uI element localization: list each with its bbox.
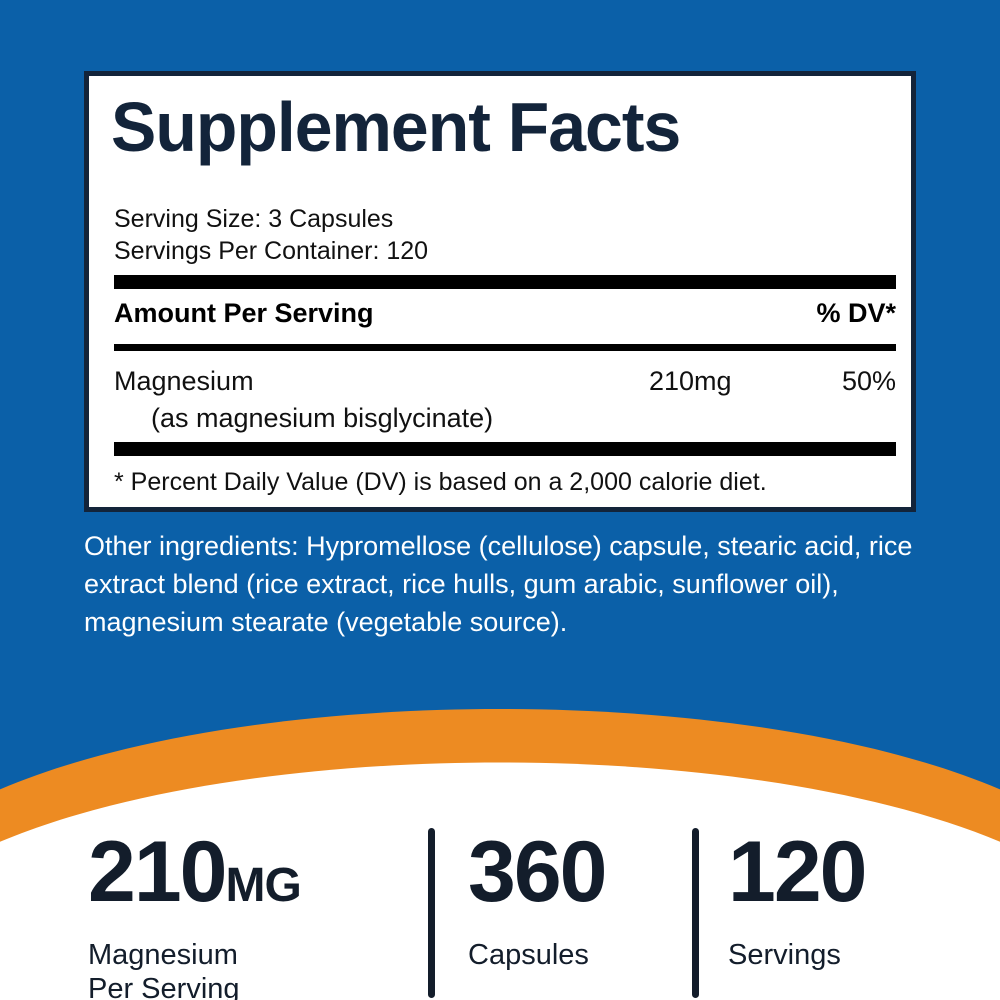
percent-dv-header: % DV* — [816, 298, 896, 328]
stat-magnesium-per-serving: 210MG Magnesium Per Serving — [88, 824, 302, 1000]
stat-label: Magnesium Per Serving — [88, 939, 240, 1000]
nutrient-daily-value: 50% — [841, 366, 896, 396]
stat-value: 120 — [728, 824, 867, 932]
other-ingredients-text: Other ingredients: Hypromellose (cellulo… — [84, 531, 913, 637]
table-row: Magnesium 210mg 50% — [114, 366, 896, 402]
stat-divider-1 — [428, 828, 435, 998]
supplement-facts-panel: Supplement Facts Serving Size: 3 Capsule… — [84, 71, 916, 512]
rule-thick-top — [114, 275, 896, 289]
nutrient-source-name: (as magnesium bisglycinate) — [151, 403, 494, 433]
amount-per-serving-header: Amount Per Serving — [114, 298, 374, 328]
stat-number: 210 — [88, 824, 227, 920]
stat-number: 120 — [728, 824, 867, 920]
daily-value-footnote: * Percent Daily Value (DV) is based on a… — [114, 468, 767, 496]
stat-divider-2 — [692, 828, 699, 998]
product-stats-row: 210MG Magnesium Per Serving 360 Capsules… — [0, 826, 1000, 1000]
servings-per-container-line: Servings Per Container: 120 — [114, 237, 429, 265]
serving-size-line: Serving Size: 3 Capsules — [114, 205, 394, 233]
stat-unit: MG — [225, 859, 302, 912]
stat-capsules: 360 Capsules — [468, 824, 607, 972]
stat-servings: 120 Servings — [728, 824, 867, 972]
rule-thick-bottom — [114, 442, 896, 456]
nutrient-name: Magnesium — [114, 366, 254, 396]
nutrient-amount: 210mg — [649, 366, 732, 396]
stat-number: 360 — [468, 824, 607, 920]
supplement-facts-title: Supplement Facts — [111, 88, 681, 166]
stat-label: Servings — [728, 939, 841, 971]
rule-thin-middle — [114, 344, 896, 351]
table-header-row: Amount Per Serving % DV* — [114, 298, 896, 334]
stat-value: 360 — [468, 824, 607, 932]
stat-value: 210MG — [88, 824, 302, 932]
stat-label: Capsules — [468, 939, 589, 971]
